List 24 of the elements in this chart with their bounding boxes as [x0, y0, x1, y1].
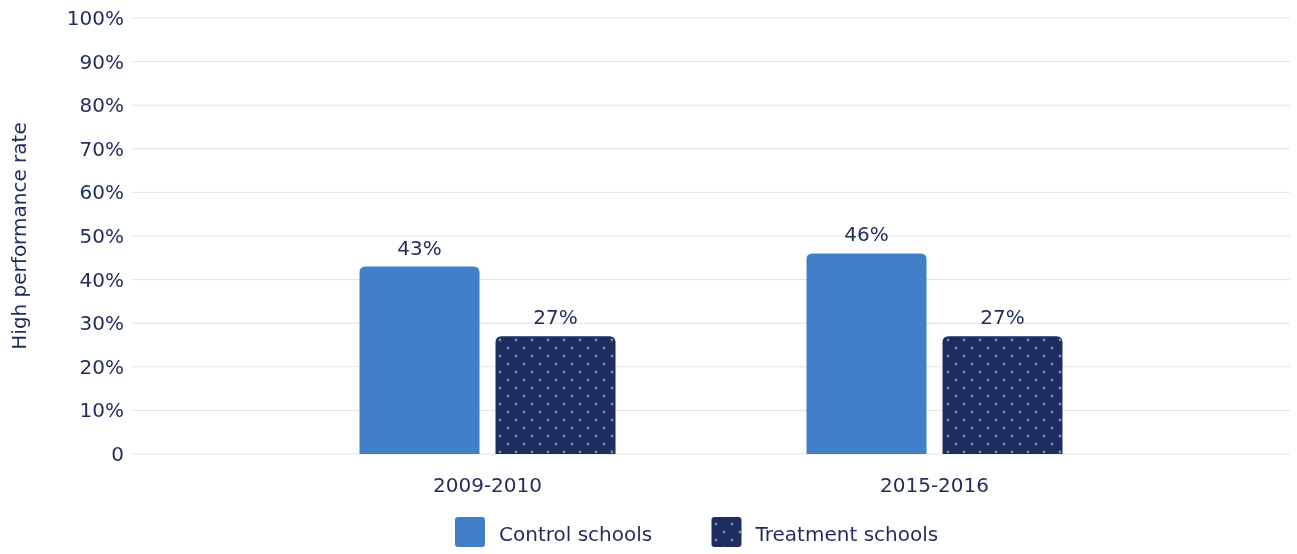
bar [359, 266, 480, 454]
data-label: 27% [980, 305, 1025, 330]
y-tick-label: 80% [79, 93, 124, 118]
x-tick-label: 2015-2016 [879, 473, 990, 497]
legend-label: Control schools [499, 522, 653, 546]
bar [495, 336, 616, 454]
data-label: 43% [397, 235, 442, 260]
y-tick-label: 100% [66, 6, 124, 30]
y-tick-label: 50% [79, 224, 124, 248]
bar [942, 336, 1063, 454]
y-tick-label: 40% [79, 267, 124, 292]
y-tick-label: 60% [79, 180, 124, 205]
legend-label: Treatment schools [754, 522, 939, 546]
y-tick-label: 20% [79, 354, 124, 379]
y-tick-label: 30% [79, 311, 124, 336]
y-tick-label: 70% [79, 136, 124, 161]
data-label: 27% [533, 305, 578, 330]
x-tick-label: 2009-2010 [432, 473, 543, 497]
y-axis-title: High performance rate [7, 122, 31, 350]
y-tick-label: 0 [111, 442, 124, 466]
y-tick-label: 10% [79, 398, 124, 423]
data-label: 46% [844, 222, 889, 247]
y-tick-label: 90% [79, 49, 124, 74]
bar [806, 253, 927, 454]
